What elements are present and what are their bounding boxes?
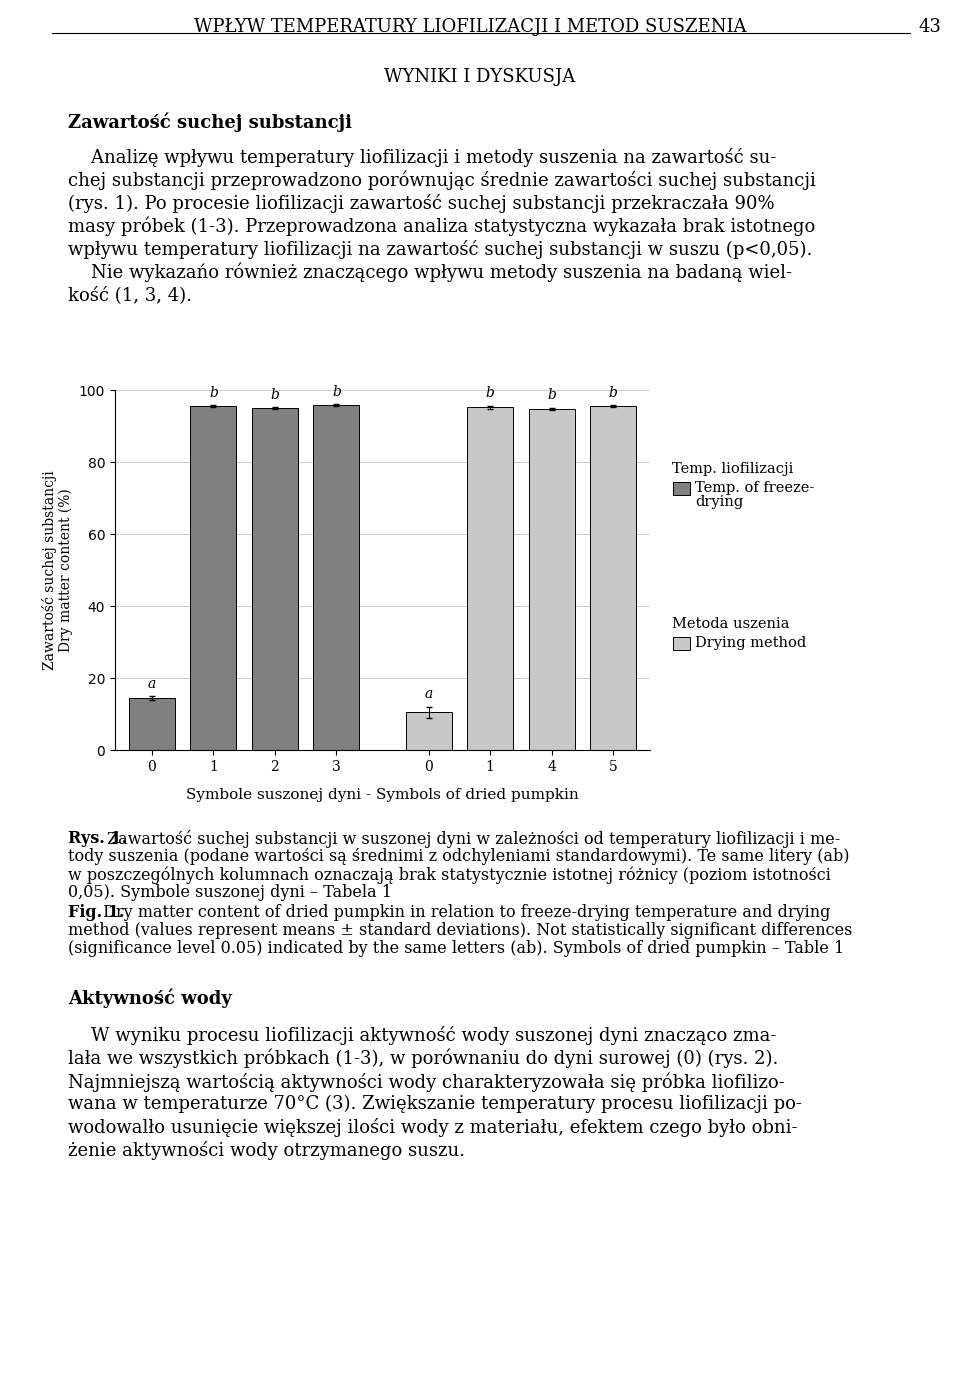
Text: (rys. 1). Po procesie liofilizacji zawartość suchej substancji przekraczała 90%: (rys. 1). Po procesie liofilizacji zawar… [68,194,775,213]
Text: Nie wykazańo również znaczącego wpływu metody suszenia na badaną wiel-: Nie wykazańo również znaczącego wpływu m… [68,263,792,283]
Bar [313,406,359,751]
Bar [673,482,690,494]
Text: masy próbek (1-3). Przeprowadzona analiza statystyczna wykazała brak istotnego: masy próbek (1-3). Przeprowadzona analiz… [68,217,815,237]
Text: kość (1, 3, 4).: kość (1, 3, 4). [68,285,192,303]
Text: a: a [424,687,433,701]
Text: wodowalło usunięcie większej ilości wody z materiału, efektem czego było obni-: wodowalło usunięcie większej ilości wody… [68,1118,798,1137]
Bar [590,406,636,751]
X-axis label: Symbole suszonej dyni - Symbols of dried pumpkin: Symbole suszonej dyni - Symbols of dried… [186,788,579,802]
Text: Zawartość suchej substancji: Zawartość suchej substancji [68,112,352,132]
Text: b: b [547,388,556,402]
Text: Rys. 1.: Rys. 1. [68,830,127,848]
Text: a: a [148,677,156,691]
Bar [529,409,575,751]
Text: w poszczególnych kolumnach oznaczają brak statystycznie istotnej różnicy (poziom: w poszczególnych kolumnach oznaczają bra… [68,866,830,884]
Bar [190,406,236,751]
Text: b: b [486,386,494,400]
Bar [252,409,298,751]
Text: Metoda uszenia: Metoda uszenia [672,616,789,632]
Text: 43: 43 [919,18,942,36]
Bar [468,407,514,751]
Text: Temp. of freeze-: Temp. of freeze- [695,481,814,494]
Text: Fig. 1.: Fig. 1. [68,904,125,921]
Text: b: b [271,388,279,402]
Text: Analizę wpływu temperatury liofilizacji i metody suszenia na zawartość su-: Analizę wpływu temperatury liofilizacji … [68,148,777,168]
Text: lała we wszystkich próbkach (1-3), w porównaniu do dyni surowej (0) (rys. 2).: lała we wszystkich próbkach (1-3), w por… [68,1048,779,1068]
Text: b: b [209,385,218,400]
Text: wpływu temperatury liofilizacji na zawartość suchej substancji w suszu (p<0,05).: wpływu temperatury liofilizacji na zawar… [68,240,812,259]
Text: b: b [609,385,617,400]
Text: Dry matter content of dried pumpkin in relation to freeze-drying temperature and: Dry matter content of dried pumpkin in r… [98,904,830,921]
Text: WYNIKI I DYSKUSJA: WYNIKI I DYSKUSJA [384,68,576,86]
Bar [405,712,452,751]
Text: 0,05). Symbole suszonej dyni – Tabela 1: 0,05). Symbole suszonej dyni – Tabela 1 [68,884,392,902]
Text: method (values represent means ± standard deviations). Not statistically signifi: method (values represent means ± standar… [68,922,852,939]
Text: Zawartość suchej substancji w suszonej dyni w zależności od temperatury liofiliz: Zawartość suchej substancji w suszonej d… [102,830,840,848]
Text: (significance level 0.05) indicated by the same letters (ab). Symbols of dried p: (significance level 0.05) indicated by t… [68,940,844,957]
Bar [673,637,690,650]
Text: WPŁYW TEMPERATURY LIOFILIZACJI I METOD SUSZENIA: WPŁYW TEMPERATURY LIOFILIZACJI I METOD S… [194,18,746,36]
Bar [129,698,175,751]
Text: b: b [332,385,341,399]
Text: W wyniku procesu liofilizacji aktywność wody suszonej dyni znacząco zma-: W wyniku procesu liofilizacji aktywność … [68,1026,777,1046]
Text: Temp. liofilizacji: Temp. liofilizacji [672,463,793,476]
Text: tody suszenia (podane wartości są średnimi z odchyleniami standardowymi). Te sam: tody suszenia (podane wartości są średni… [68,848,850,866]
Text: Aktywność wody: Aktywność wody [68,988,232,1007]
Text: żenie aktywności wody otrzymanego suszu.: żenie aktywności wody otrzymanego suszu. [68,1141,466,1161]
Text: drying: drying [695,494,743,510]
Text: chej substancji przeprowadzono porównując średnie zawartości suchej substancji: chej substancji przeprowadzono porównują… [68,170,816,191]
Text: Najmniejszą wartością aktywności wody charakteryzowała się próbka liofilizo-: Najmniejszą wartością aktywności wody ch… [68,1072,784,1091]
Text: wana w temperaturze 70°C (3). Zwiększanie temperatury procesu liofilizacji po-: wana w temperaturze 70°C (3). Zwiększani… [68,1096,802,1114]
Y-axis label: Zawartość suchej substancji
Dry matter content (%): Zawartość suchej substancji Dry matter c… [41,470,73,670]
Text: Drying method: Drying method [695,636,806,650]
